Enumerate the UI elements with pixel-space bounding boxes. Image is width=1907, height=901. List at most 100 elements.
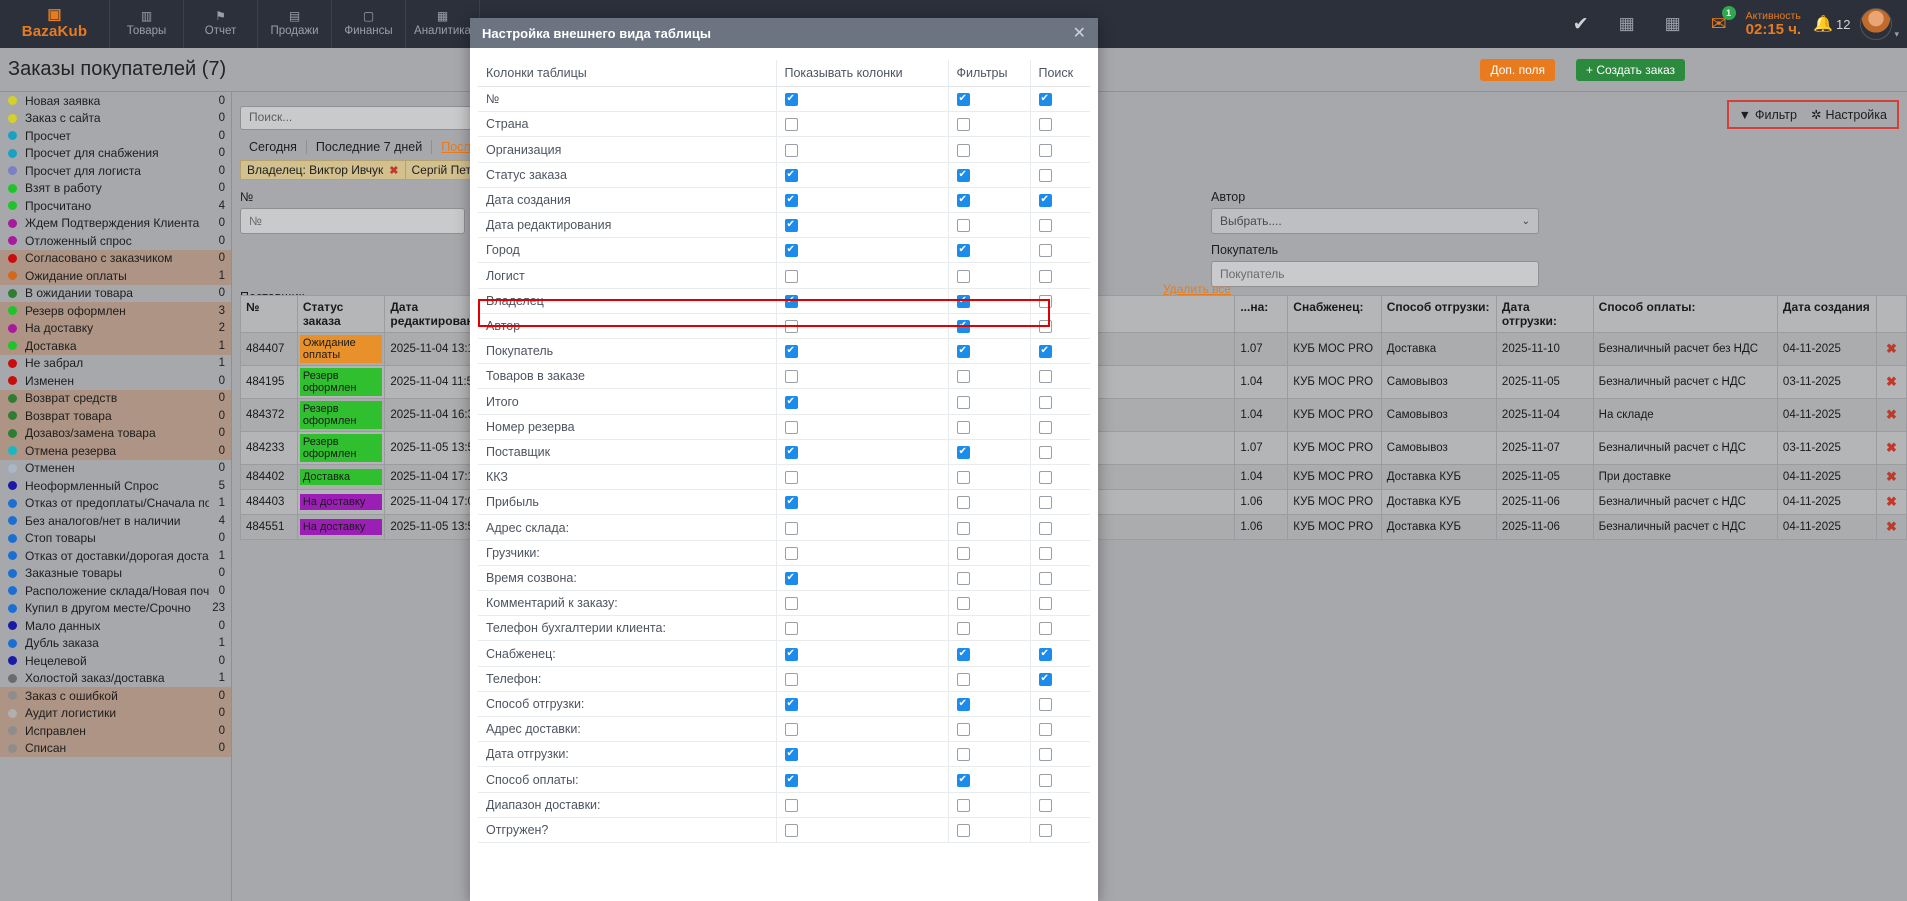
sidebar-item-17[interactable]: Возврат средств 0 xyxy=(0,389,231,407)
show-column-checkbox[interactable] xyxy=(784,218,798,233)
sidebar-item-28[interactable]: Расположение склада/Новая почта 0 xyxy=(0,582,231,600)
search-checkbox[interactable] xyxy=(1038,496,1052,510)
checkmark-icon[interactable]: ✔ xyxy=(1572,13,1589,35)
search-checkbox[interactable] xyxy=(1038,546,1052,560)
chip-remove-icon[interactable]: ✖ xyxy=(389,164,399,177)
search-checkbox[interactable] xyxy=(1038,269,1052,283)
sidebar-item-34[interactable]: Заказ с ошибкой 0 xyxy=(0,687,231,705)
activity-timer[interactable]: Активность 02:15 ч. xyxy=(1742,10,1809,38)
sidebar-item-0[interactable]: Новая заявка 0 xyxy=(0,92,231,110)
search-checkbox[interactable] xyxy=(1038,798,1052,812)
show-column-checkbox[interactable] xyxy=(784,798,798,812)
search-checkbox[interactable] xyxy=(1038,622,1052,636)
search-checkbox[interactable] xyxy=(1038,193,1052,208)
show-column-checkbox[interactable] xyxy=(784,672,798,686)
create-order-button[interactable]: + Создать заказ xyxy=(1575,59,1685,81)
search-checkbox[interactable] xyxy=(1038,647,1052,661)
search-checkbox[interactable] xyxy=(1038,395,1052,409)
sidebar-item-30[interactable]: Мало данных 0 xyxy=(0,617,231,635)
sidebar-item-2[interactable]: Просчет 0 xyxy=(0,127,231,145)
search-checkbox[interactable] xyxy=(1038,597,1052,611)
filter-checkbox[interactable] xyxy=(956,219,970,233)
filter-checkbox[interactable] xyxy=(956,445,970,460)
th-created[interactable]: Дата создания xyxy=(1776,295,1877,333)
sidebar-item-6[interactable]: Просчитано 4 xyxy=(0,197,231,215)
sidebar-item-20[interactable]: Отмена резерва 0 xyxy=(0,442,231,460)
filter-checkbox[interactable] xyxy=(956,269,970,283)
th-status[interactable]: Статус заказа xyxy=(296,295,386,333)
sidebar-item-3[interactable]: Просчет для снабжения 0 xyxy=(0,145,231,163)
nav-item-analitika[interactable]: ▦ Аналитика xyxy=(406,0,480,48)
sidebar-item-31[interactable]: Дубль заказа 1 xyxy=(0,635,231,653)
filter-checkbox[interactable] xyxy=(956,798,970,812)
sidebar-item-15[interactable]: Не забрал 1 xyxy=(0,355,231,373)
calendar-icon[interactable]: ▦ xyxy=(1664,14,1681,33)
show-column-checkbox[interactable] xyxy=(784,546,798,560)
filter-checkbox[interactable] xyxy=(956,395,970,409)
filter-checkbox[interactable] xyxy=(956,773,970,787)
search-checkbox[interactable] xyxy=(1038,446,1052,460)
filter-checkbox[interactable] xyxy=(956,420,970,434)
author-select[interactable]: Выбрать.... ⌄ xyxy=(1211,208,1539,234)
search-checkbox[interactable] xyxy=(1038,370,1052,384)
filter-checkbox[interactable] xyxy=(956,622,970,636)
filter-checkbox[interactable] xyxy=(956,546,970,560)
th-supplier[interactable]: Снабженец: xyxy=(1287,295,1382,333)
show-column-checkbox[interactable] xyxy=(784,118,798,132)
th-price[interactable]: ...на: xyxy=(1234,295,1289,333)
show-column-checkbox[interactable] xyxy=(784,420,798,434)
search-checkbox[interactable] xyxy=(1038,698,1052,712)
dop-fields-button[interactable]: Доп. поля xyxy=(1480,59,1555,81)
sidebar-item-1[interactable]: Заказ с сайта 0 xyxy=(0,110,231,128)
sidebar-item-32[interactable]: Нецелевой 0 xyxy=(0,652,231,670)
sidebar-item-18[interactable]: Возврат товара 0 xyxy=(0,407,231,425)
show-column-checkbox[interactable] xyxy=(784,647,798,661)
show-column-checkbox[interactable] xyxy=(784,92,798,107)
sidebar-item-16[interactable]: Изменен 0 xyxy=(0,372,231,390)
search-checkbox[interactable] xyxy=(1038,572,1052,586)
search-checkbox[interactable] xyxy=(1038,824,1052,838)
filter-checkbox[interactable] xyxy=(956,496,970,510)
filter-checkbox[interactable] xyxy=(956,193,970,208)
tab-today[interactable]: Сегодня xyxy=(240,140,307,154)
filter-checkbox[interactable] xyxy=(956,748,970,762)
sidebar-item-36[interactable]: Исправлен 0 xyxy=(0,722,231,740)
filter-checkbox[interactable] xyxy=(956,370,970,384)
sidebar-item-19[interactable]: Дозавоз/замена товара 0 xyxy=(0,424,231,442)
sidebar-item-11[interactable]: В ожидании товара 0 xyxy=(0,285,231,303)
sidebar-item-26[interactable]: Отказ от доставки/дорогая достав 1 xyxy=(0,547,231,565)
filter-chip[interactable]: Владелец: Виктор Ивчук ✖ xyxy=(240,160,405,180)
delete-row-icon[interactable]: ✖ xyxy=(1875,514,1907,540)
th-payment-method[interactable]: Способ оплаты: xyxy=(1592,295,1778,333)
delete-row-icon[interactable]: ✖ xyxy=(1875,365,1907,399)
search-checkbox[interactable] xyxy=(1038,748,1052,762)
show-column-checkbox[interactable] xyxy=(784,824,798,838)
nav-item-prodazhi[interactable]: ▤ Продажи xyxy=(258,0,332,48)
sidebar-item-29[interactable]: Купил в другом месте/Срочно 23 xyxy=(0,600,231,618)
sidebar-item-8[interactable]: Отложенный спрос 0 xyxy=(0,232,231,250)
bell-icon[interactable]: 🔔 xyxy=(1813,16,1833,33)
filter-button[interactable]: ▼ Фильтр xyxy=(1739,107,1797,122)
buyer-input[interactable]: Покупатель xyxy=(1211,261,1539,287)
search-checkbox[interactable] xyxy=(1038,294,1052,308)
search-checkbox[interactable] xyxy=(1038,344,1052,359)
filter-checkbox[interactable] xyxy=(956,294,970,308)
filter-checkbox[interactable] xyxy=(956,824,970,838)
show-column-checkbox[interactable] xyxy=(784,697,798,712)
filter-checkbox[interactable] xyxy=(956,672,970,686)
sidebar-item-35[interactable]: Аудит логистики 0 xyxy=(0,704,231,722)
show-column-checkbox[interactable] xyxy=(784,143,798,157)
search-checkbox[interactable] xyxy=(1038,244,1052,258)
show-column-checkbox[interactable] xyxy=(784,445,798,460)
settings-button[interactable]: ✲ Настройка xyxy=(1811,107,1887,123)
modal-body[interactable]: Колонки таблицы Показывать колонки Фильт… xyxy=(470,48,1098,901)
delete-row-icon[interactable]: ✖ xyxy=(1875,431,1907,465)
sidebar-item-4[interactable]: Просчет для логиста 0 xyxy=(0,162,231,180)
filter-checkbox[interactable] xyxy=(956,168,970,182)
filter-checkbox[interactable] xyxy=(956,521,970,535)
search-checkbox[interactable] xyxy=(1038,92,1052,107)
mail-icon[interactable]: ✉ 1 xyxy=(1696,0,1742,48)
search-checkbox[interactable] xyxy=(1038,168,1052,182)
show-column-checkbox[interactable] xyxy=(784,168,798,182)
show-column-checkbox[interactable] xyxy=(784,344,798,359)
